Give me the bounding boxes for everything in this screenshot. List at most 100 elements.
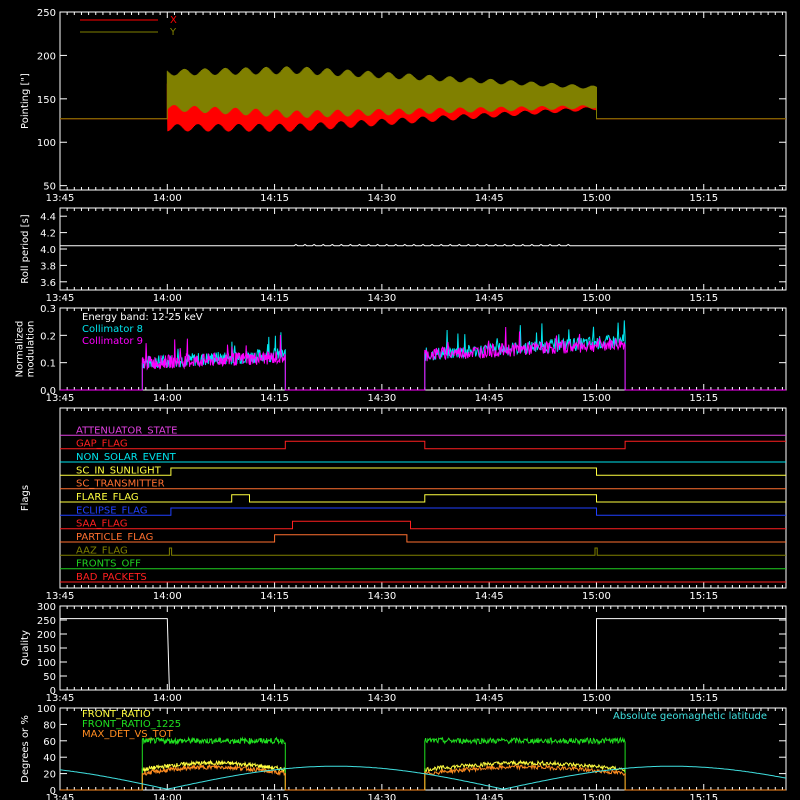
- panel-frame: [59, 11, 787, 191]
- x-tick-label: 14:00: [153, 693, 182, 704]
- flag-line-saa-flag: [60, 520, 786, 530]
- geomagnetic-latitude-series: [59, 765, 787, 790]
- ratio-legend-1: FRONT_RATIO_1225: [82, 719, 181, 730]
- panel-pointing: 13:45 14:00 14:15 14:30 14:45 15:00 15:15 50 100…: [20, 8, 787, 204]
- x-tick-label: 14:30: [367, 793, 396, 800]
- flag-label-gap-flag: GAP_FLAG: [76, 439, 128, 450]
- x-tick-label: 14:45: [475, 693, 504, 704]
- y-axis-label: Pointing ["]: [20, 73, 31, 129]
- y-tick-label: 60: [43, 737, 56, 748]
- flag-line-particle-flag: [60, 534, 786, 543]
- panel-flags: 13:45 14:00 14:15 14:30 14:45 15:00 15:15 Flags…: [20, 407, 787, 602]
- x-tick-label: 15:15: [689, 591, 718, 602]
- y-tick-label: 50: [43, 182, 56, 193]
- x-tick-label: 15:15: [689, 193, 718, 204]
- x-tick-label: 15:00: [582, 293, 611, 304]
- ratio-legend-2: MAX_DET_VS_TOT: [82, 729, 174, 740]
- flag-line-eclipse-flag: [60, 507, 786, 516]
- y-axis-label: modulation: [26, 321, 37, 378]
- x-tick-label: 14:15: [260, 393, 289, 404]
- y-tick-label: 80: [43, 720, 56, 731]
- y-tick-label: 0.2: [40, 331, 56, 342]
- y-axis-label: Degrees or %: [20, 715, 31, 783]
- x-tick-label: 14:30: [367, 591, 396, 602]
- flag-label-sc-transmitter: SC_TRANSMITTER: [76, 479, 165, 490]
- y-axis-label: Normalized: [15, 321, 26, 378]
- y-axis-label: Quality: [20, 630, 31, 666]
- modulation-legend-1: Collimator 9: [82, 336, 143, 347]
- geomagnetic-latitude-legend: Absolute geomagnetic latitude: [613, 711, 767, 722]
- x-tick-label: 15:00: [582, 793, 611, 800]
- panel-frame: [59, 207, 787, 291]
- flag-label-flare-flag: FLARE_FLAG: [76, 492, 139, 503]
- x-tick-label: 14:15: [260, 293, 289, 304]
- x-tick-label: 13:45: [46, 193, 75, 204]
- y-tick-label: 100: [37, 704, 56, 715]
- y-tick-label: 250: [37, 8, 56, 19]
- x-tick-label: 15:00: [582, 693, 611, 704]
- roll-period-series: [60, 243, 786, 247]
- modulation-legend-0: Collimator 8: [82, 324, 143, 335]
- x-tick-label: 14:45: [475, 591, 504, 602]
- flag-label-sc-in-sunlight: SC_IN_SUNLIGHT: [76, 465, 162, 476]
- x-tick-label: 15:00: [582, 393, 611, 404]
- x-tick-label: 15:15: [689, 793, 718, 800]
- flag-line-aaz-flag: [60, 547, 786, 556]
- x-tick-label: 13:45: [46, 293, 75, 304]
- y-axis-label: Flags: [20, 485, 31, 511]
- y-axis-label: Roll period [s]: [20, 214, 31, 283]
- quality-series: [60, 618, 786, 691]
- panel-modulation: 13:45 14:00 14:15 14:30 14:45 15:00 15:15 0.0 0.…: [15, 304, 787, 404]
- flag-label-non-solar-event: NON_SOLAR_EVENT: [76, 452, 177, 463]
- x-tick-label: 14:00: [153, 393, 182, 404]
- ratio-series-2: [60, 763, 786, 791]
- flag-label-attenuator-state: ATTENUATOR_STATE: [76, 425, 177, 436]
- x-tick-label: 14:45: [475, 193, 504, 204]
- y-tick-label: 4.2: [40, 229, 56, 240]
- x-tick-label: 15:15: [689, 393, 718, 404]
- flag-line-flare-flag: [60, 494, 786, 503]
- legend-label-X: X: [170, 15, 177, 26]
- panel-quality: 13:45 14:00 14:15 14:30 14:45 15:00 15:15 0 50 10…: [20, 602, 787, 704]
- x-tick-label: 14:30: [367, 693, 396, 704]
- flag-line-gap-flag: [60, 440, 786, 450]
- pointing-series-Y: [60, 66, 786, 120]
- ratio-series-1: [60, 736, 786, 791]
- x-tick-label: 15:15: [689, 693, 718, 704]
- flag-label-bad-packets: BAD_PACKETS: [76, 572, 147, 583]
- y-tick-label: 150: [37, 644, 56, 655]
- x-tick-label: 15:15: [689, 293, 718, 304]
- x-tick-label: 14:15: [260, 793, 289, 800]
- y-tick-label: 4.4: [40, 212, 56, 223]
- x-tick-label: 14:45: [475, 293, 504, 304]
- flag-label-eclipse-flag: ECLIPSE_FLAG: [76, 505, 147, 516]
- x-tick-label: 14:30: [367, 193, 396, 204]
- panel-roll_period: 13:45 14:00 14:15 14:30 14:45 15:00 15:15 3.6 3.…: [20, 207, 787, 304]
- y-tick-label: 4.0: [40, 245, 56, 256]
- y-tick-label: 100: [37, 138, 56, 149]
- y-tick-label: 3.8: [40, 261, 56, 272]
- x-tick-label: 15:00: [582, 591, 611, 602]
- y-tick-label: 40: [43, 753, 56, 764]
- y-tick-label: 0: [50, 686, 56, 697]
- x-tick-label: 14:00: [153, 293, 182, 304]
- panel-ratios: 13:45 14:00 14:15 14:30 14:45 15:00 15:15 0 20 40…: [20, 704, 787, 800]
- x-tick-label: 14:30: [367, 393, 396, 404]
- y-tick-label: 0.0: [40, 386, 56, 397]
- flag-line-sc-in-sunlight: [60, 467, 786, 476]
- legend-label-Y: Y: [169, 27, 177, 38]
- ratio-series-0: [60, 759, 786, 791]
- y-tick-label: 200: [37, 51, 56, 62]
- x-tick-label: 13:45: [46, 693, 75, 704]
- y-tick-label: 200: [37, 630, 56, 641]
- flag-label-saa-flag: SAA_FLAG: [76, 519, 127, 530]
- ratio-legend-0: FRONT_RATIO: [82, 709, 151, 720]
- y-tick-label: 250: [37, 616, 56, 627]
- x-tick-label: 13:45: [46, 793, 75, 800]
- y-tick-label: 150: [37, 95, 56, 106]
- flag-label-particle-flag: PARTICLE_FLAG: [76, 532, 153, 543]
- flag-label-aaz-flag: AAZ_FLAG: [76, 545, 128, 556]
- modulation-series-1: [60, 326, 786, 391]
- panel-frame: [59, 407, 787, 589]
